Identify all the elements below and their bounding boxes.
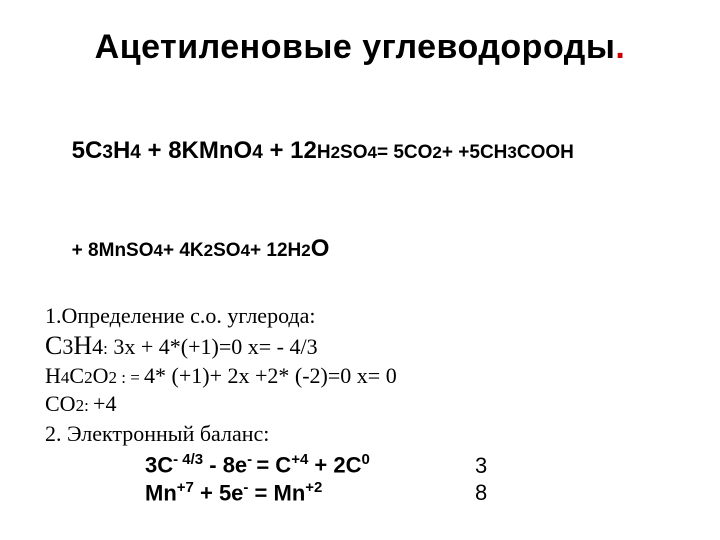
h4-O: O xyxy=(93,363,109,388)
b2-eq: = Mn xyxy=(248,480,305,505)
eq-sub: 4 xyxy=(130,142,141,163)
balance-row-1-mult: 3 xyxy=(475,453,545,479)
h4-2b: 2 xyxy=(108,368,117,387)
b1-sup2: - xyxy=(247,451,256,468)
b1-plus: + 2С xyxy=(308,453,361,478)
eq-frag: 5C xyxy=(72,137,103,164)
eq-sub: 4 xyxy=(368,143,377,162)
co2-val: +4 xyxy=(93,391,116,416)
h4c2o2-line: H4C2O2 : = 4* (+1)+ 2х +2* (-2)=0 х= 0 xyxy=(45,363,675,389)
c3h4-H: Н xyxy=(73,331,92,360)
eq-frag-sm: SO xyxy=(213,240,240,261)
c3h4-rest: 3х + 4*(+1)=0 х= - 4/3 xyxy=(108,334,318,359)
h4-C: C xyxy=(69,363,84,388)
h4-H: H xyxy=(45,363,61,388)
eq-frag-sm: COOH xyxy=(517,142,574,163)
eq-frag-sm: + 8 xyxy=(72,240,99,261)
b2-pre: Mn xyxy=(145,480,177,505)
eq-sub: 4 xyxy=(154,241,163,260)
balance-row-1: 3С- 4/3 - 8е- = С+4 + 2С0 3 xyxy=(45,451,675,478)
eq-frag: O xyxy=(311,235,330,262)
eq-frag-sm: = 5 xyxy=(377,142,404,163)
step1-label: 1.Определение с.о. углерода: xyxy=(45,303,675,329)
balance-row-1-left: 3С- 4/3 - 8е- = С+4 + 2С0 xyxy=(45,451,475,478)
c3h4-line: С3Н4: 3х + 4*(+1)=0 х= - 4/3 xyxy=(45,331,675,361)
b1-sup3: +4 xyxy=(291,451,308,468)
balance-row-2-left: Mn+7 + 5e- = Mn+2 xyxy=(45,479,475,506)
electron-balance: 3С- 4/3 - 8е- = С+4 + 2С0 3 Mn+7 + 5e- =… xyxy=(45,451,675,506)
co2-line: CO2: +4 xyxy=(45,391,675,417)
b1-sup4: 0 xyxy=(362,451,370,468)
h4-rest: 4* (+1)+ 2х +2* (-2)=0 х= 0 xyxy=(144,363,397,388)
step2-label: 2. Электронный баланс: xyxy=(45,421,675,447)
eq-frag: H xyxy=(113,137,130,164)
eq-sub: 3 xyxy=(507,143,516,162)
eq-sub: 3 xyxy=(102,142,113,163)
eq-frag-sm: + 12H xyxy=(250,240,301,261)
eq-frag-sm: + 4K xyxy=(163,240,204,261)
c3h4-3: 3 xyxy=(62,334,73,359)
eq-sub: 4 xyxy=(252,142,263,163)
eq-frag-sm: MnSO xyxy=(99,240,154,261)
eq-sub: 2 xyxy=(204,241,213,260)
title-dot: . xyxy=(615,28,625,66)
b2-sup3: +2 xyxy=(305,479,322,496)
eq-sub: 4 xyxy=(241,241,250,260)
h4-2: 2 xyxy=(84,368,93,387)
c3h4-C: С xyxy=(45,331,62,360)
balance-row-2: Mn+7 + 5e- = Mn+2 8 xyxy=(45,479,675,506)
main-equation: 5C3H4 + 8KMnO4 + 12H2SO4= 5CO2+ +5CH3COO… xyxy=(45,103,675,297)
eq-sub: 2 xyxy=(331,143,340,162)
b2-sup1: +7 xyxy=(177,479,194,496)
b1-mid: - 8е xyxy=(203,453,247,478)
b1-pre: 3С xyxy=(145,453,173,478)
co2-colon: : xyxy=(84,396,93,415)
title-text: Ацетиленовые углеводороды xyxy=(95,28,616,66)
slide: Ацетиленовые углеводороды. 5C3H4 + 8KMnO… xyxy=(0,0,720,540)
co2-C: CO xyxy=(45,391,76,416)
eq-frag-sm: H xyxy=(317,142,331,163)
eq-frag-sm: SO xyxy=(340,142,367,163)
b1-sup1: - 4/3 xyxy=(173,451,203,468)
eq-frag-sm: CO xyxy=(404,142,433,163)
b1-eq: = С xyxy=(256,453,291,478)
eq-sub: 2 xyxy=(432,143,441,162)
eq-sub: 2 xyxy=(301,241,310,260)
h4-sep: : = xyxy=(117,368,144,387)
eq-frag-sm: + +5 xyxy=(442,142,480,163)
eq-frag: + 8KMnO xyxy=(141,137,252,164)
b2-mid: + 5e xyxy=(194,480,244,505)
eq-frag-sm: CH xyxy=(480,142,507,163)
co2-2: 2 xyxy=(76,396,85,415)
eq-frag: + 12 xyxy=(263,137,317,164)
c3h4-4: 4 xyxy=(92,334,103,359)
page-title: Ацетиленовые углеводороды. xyxy=(45,28,675,67)
balance-row-2-mult: 8 xyxy=(475,480,545,506)
